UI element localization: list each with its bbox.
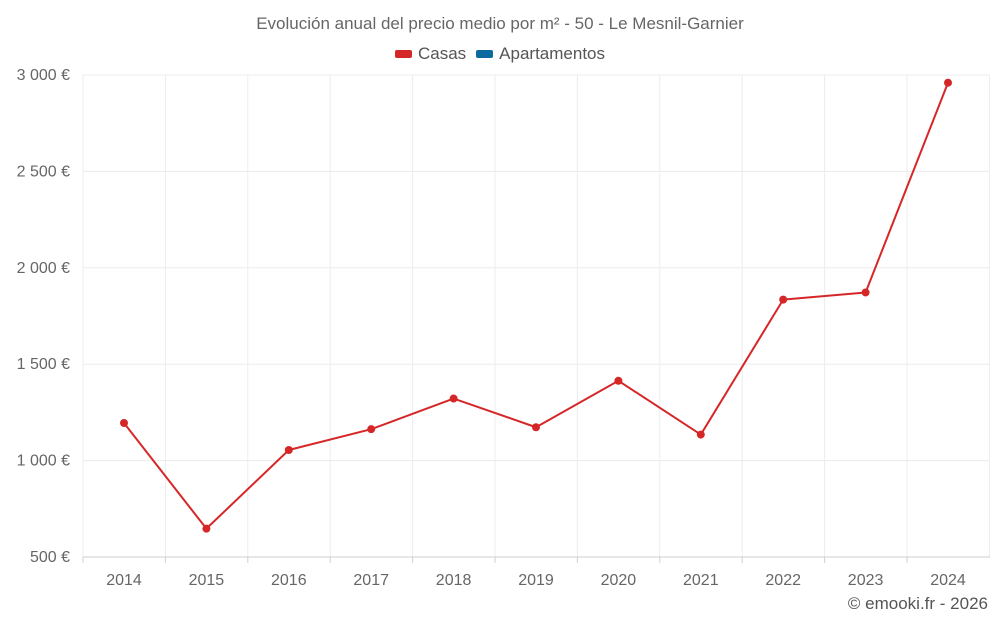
data-point bbox=[861, 288, 870, 297]
legend-item-casas[interactable]: Casas bbox=[394, 44, 467, 64]
data-point bbox=[202, 524, 211, 533]
x-tick-label: 2019 bbox=[518, 572, 554, 589]
data-point bbox=[120, 419, 128, 428]
y-tick-label: 2 500 € bbox=[17, 163, 70, 180]
y-tick-label: 1 500 € bbox=[17, 356, 70, 373]
legend: Casas Apartamentos bbox=[0, 44, 1000, 64]
data-point bbox=[779, 295, 788, 304]
data-point bbox=[532, 423, 540, 432]
legend-label-casas: Casas bbox=[417, 44, 467, 63]
credit: © emooki.fr - 2026 bbox=[847, 594, 988, 613]
x-tick-label: 2021 bbox=[683, 572, 719, 589]
x-tick-label: 2017 bbox=[353, 572, 389, 589]
x-tick-label: 2014 bbox=[106, 572, 142, 589]
x-tick-label: 2015 bbox=[189, 572, 225, 589]
data-point bbox=[367, 425, 376, 434]
series bbox=[120, 78, 952, 533]
legend-swatch-apartamentos bbox=[476, 50, 494, 58]
data-point bbox=[944, 78, 952, 87]
x-tick-label: 2023 bbox=[848, 572, 884, 589]
data-point bbox=[696, 430, 705, 439]
chart-title: Evolución anual del precio medio por m² … bbox=[256, 14, 744, 33]
x-tick-label: 2018 bbox=[436, 572, 472, 589]
x-axis-labels: 2014 2015 2016 2017 2018 2019 2020 2021 2022 2023… bbox=[106, 572, 966, 589]
x-tick-label: 2016 bbox=[271, 572, 307, 589]
data-point bbox=[284, 445, 293, 454]
grid bbox=[82, 74, 990, 557]
legend-item-apartamentos[interactable]: Apartamentos bbox=[476, 44, 605, 64]
y-tick-label: 3 000 € bbox=[17, 67, 70, 84]
legend-label-apartamentos: Apartamentos bbox=[499, 44, 606, 63]
data-point bbox=[614, 376, 623, 385]
y-tick-label: 1 000 € bbox=[17, 453, 70, 470]
data-point bbox=[449, 394, 458, 403]
legend-swatch-casas bbox=[394, 50, 412, 58]
y-tick-label: 500 € bbox=[30, 549, 70, 566]
axes bbox=[82, 556, 990, 563]
y-axis-labels: 500 € 1 000 € 1 500 € 2 000 € 2 500 € 3 000 € bbox=[17, 67, 70, 566]
y-tick-label: 2 000 € bbox=[17, 260, 70, 277]
x-tick-label: 2022 bbox=[765, 572, 801, 589]
x-tick-label: 2024 bbox=[930, 572, 966, 589]
x-tick-label: 2020 bbox=[601, 572, 637, 589]
